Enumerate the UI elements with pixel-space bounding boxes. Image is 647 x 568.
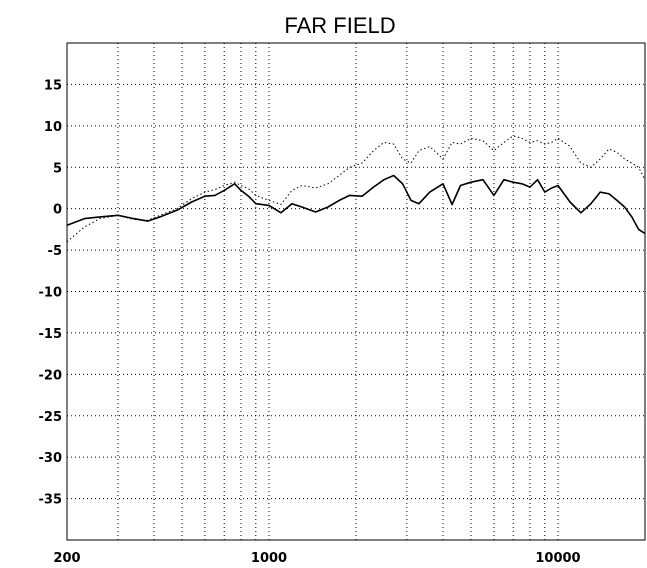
solid-series-line [66, 174, 646, 235]
y-tick-label: -10 [39, 286, 63, 301]
y-axis-ticks: 15 10 5 0 -5 -10 -15 -20 -25 -30 -35 [39, 78, 63, 507]
y-tick-label: -25 [39, 410, 63, 425]
y-tick-label: -20 [39, 368, 63, 383]
x-tick-label: 10000 [535, 551, 580, 566]
y-tick-label: 5 [53, 161, 62, 176]
y-tick-label: 15 [44, 78, 62, 93]
y-tick-label: 10 [44, 120, 62, 135]
y-tick-label: 0 [53, 203, 62, 218]
y-tick-label: -5 [48, 244, 62, 259]
series-lines [66, 135, 646, 243]
x-axis-ticks: 200 1000 10000 [53, 551, 580, 566]
chart-title: FAR FIELD [284, 13, 395, 38]
x-tick-label: 1000 [251, 551, 287, 566]
y-tick-label: -35 [39, 493, 63, 508]
y-tick-label: -30 [39, 451, 63, 466]
y-tick-label: -15 [39, 327, 63, 342]
grid [67, 43, 646, 540]
x-tick-label: 200 [53, 551, 80, 566]
